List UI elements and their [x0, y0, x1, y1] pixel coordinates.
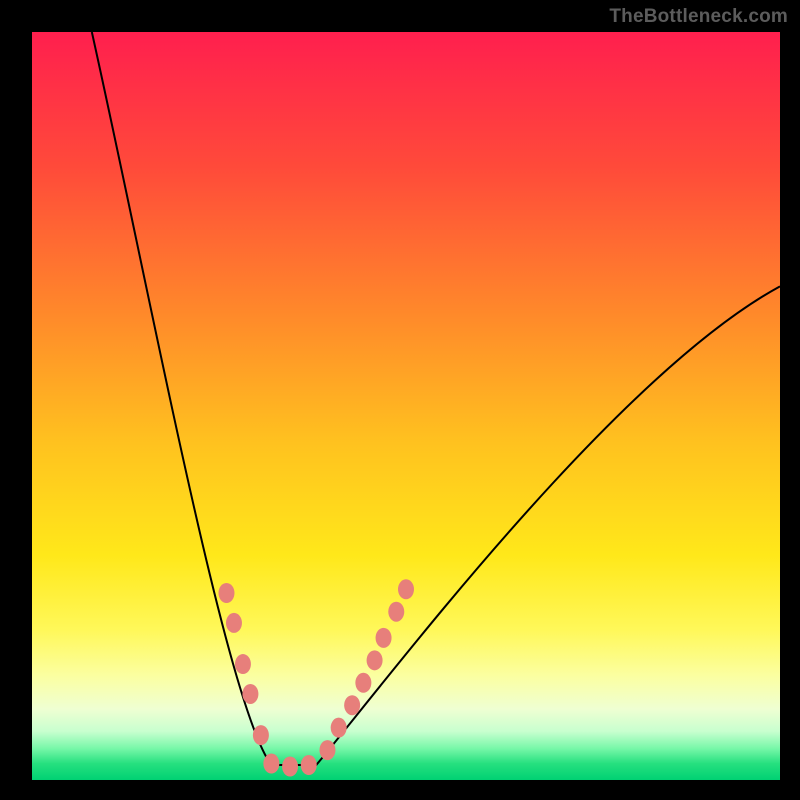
- data-marker: [235, 654, 251, 674]
- data-marker: [398, 579, 414, 599]
- data-marker: [355, 673, 371, 693]
- data-marker: [301, 755, 317, 775]
- data-marker: [388, 602, 404, 622]
- data-marker: [218, 583, 234, 603]
- chart-svg: [32, 32, 780, 780]
- bottleneck-curve: [92, 32, 780, 765]
- data-marker: [367, 650, 383, 670]
- data-marker: [242, 684, 258, 704]
- data-marker: [263, 754, 279, 774]
- data-marker: [331, 718, 347, 738]
- data-marker: [344, 695, 360, 715]
- data-marker: [319, 740, 335, 760]
- watermark-text: TheBottleneck.com: [609, 6, 788, 28]
- chart-frame: TheBottleneck.com: [0, 0, 800, 800]
- plot-area: [32, 32, 780, 780]
- data-marker: [253, 725, 269, 745]
- data-marker: [376, 628, 392, 648]
- data-marker: [226, 613, 242, 633]
- data-marker: [282, 757, 298, 777]
